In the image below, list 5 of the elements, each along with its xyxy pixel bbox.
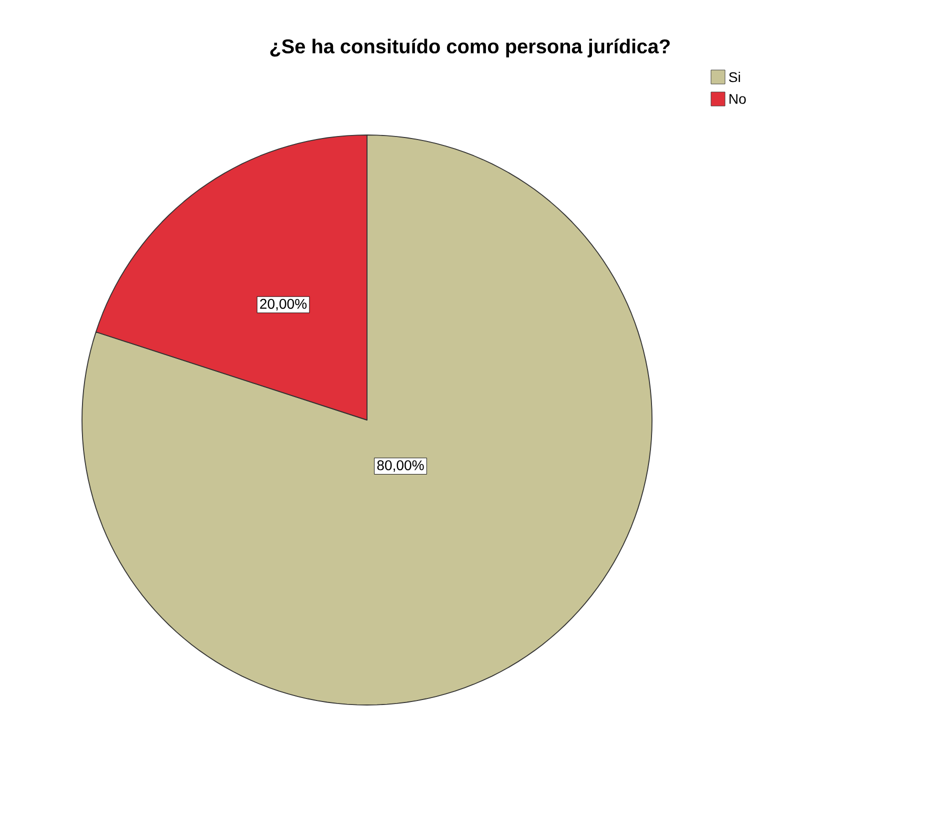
chart-title: ¿Se ha consituído como persona jurídica?: [270, 38, 670, 58]
legend-label: Si: [729, 72, 740, 82]
data-label: 80,00%: [377, 460, 424, 472]
data-label: 20,00%: [260, 298, 307, 311]
legend-label: No: [730, 94, 746, 104]
